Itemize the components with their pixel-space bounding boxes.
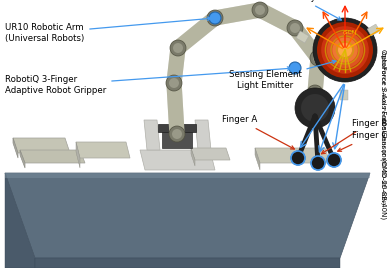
Polygon shape [255, 148, 260, 170]
Circle shape [310, 88, 320, 98]
Polygon shape [255, 148, 330, 163]
Polygon shape [5, 173, 370, 258]
Circle shape [166, 75, 182, 91]
Polygon shape [13, 138, 18, 158]
Text: OptoForce 3-Axis Force Sensor (OMD-20-SE-40N): OptoForce 3-Axis Force Sensor (OMD-20-SE… [379, 49, 386, 219]
Circle shape [210, 13, 220, 23]
Circle shape [255, 5, 265, 15]
Text: (SCF): (SCF) [343, 30, 357, 35]
Circle shape [291, 151, 305, 165]
Polygon shape [76, 142, 130, 158]
Circle shape [207, 10, 223, 26]
Polygon shape [144, 120, 160, 150]
Text: Finger B: Finger B [322, 118, 387, 154]
Circle shape [172, 129, 182, 139]
Bar [158, 124, 196, 132]
Circle shape [311, 156, 325, 170]
Circle shape [290, 23, 300, 33]
Polygon shape [35, 258, 340, 268]
Bar [340, 90, 348, 100]
Polygon shape [5, 173, 370, 178]
Circle shape [313, 53, 323, 63]
Polygon shape [20, 150, 85, 163]
Circle shape [287, 20, 303, 36]
Text: RobotiQ 3-Finger
Adaptive Robot Gripper: RobotiQ 3-Finger Adaptive Robot Gripper [5, 67, 291, 95]
Bar [296, 31, 309, 43]
Circle shape [310, 50, 326, 66]
Bar [367, 24, 380, 36]
Circle shape [313, 18, 377, 82]
Circle shape [289, 62, 301, 74]
Circle shape [327, 32, 363, 68]
Text: UR10 Robotic Arm
(Universal Robots): UR10 Robotic Arm (Universal Robots) [5, 17, 211, 43]
Bar [162, 130, 192, 148]
Text: Finger A: Finger A [222, 116, 294, 149]
Circle shape [169, 126, 185, 142]
Text: Finger C: Finger C [338, 132, 387, 151]
Circle shape [317, 22, 373, 78]
Polygon shape [5, 173, 35, 268]
Circle shape [252, 2, 268, 18]
Circle shape [170, 40, 186, 56]
Polygon shape [20, 150, 25, 168]
Polygon shape [195, 120, 211, 150]
Polygon shape [140, 150, 215, 170]
Polygon shape [191, 148, 230, 160]
Circle shape [295, 88, 335, 128]
Circle shape [338, 43, 352, 57]
Circle shape [327, 153, 341, 167]
Circle shape [307, 85, 323, 101]
Polygon shape [13, 138, 70, 153]
Circle shape [169, 78, 179, 88]
Text: Sensitive Surface
Reflective Layer: Sensitive Surface Reflective Layer [252, 0, 341, 20]
Circle shape [321, 26, 369, 74]
Text: Sensing Element
Light Emitter: Sensing Element Light Emitter [229, 60, 336, 90]
Circle shape [333, 38, 358, 63]
Polygon shape [76, 142, 80, 168]
Polygon shape [191, 148, 195, 166]
Circle shape [173, 43, 183, 53]
Circle shape [301, 94, 329, 122]
Text: OptoForce 3-Axis Force Sensor (OMD-20-SE-40N): OptoForce 3-Axis Force Sensor (OMD-20-SE… [381, 51, 386, 205]
Circle shape [209, 12, 221, 24]
